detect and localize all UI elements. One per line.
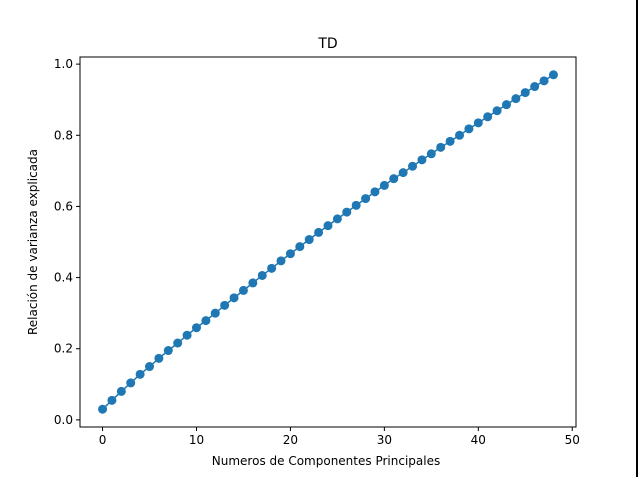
data-point (483, 112, 493, 122)
data-point (379, 180, 389, 190)
data-point (154, 353, 164, 363)
x-tick-label: 10 (189, 433, 204, 447)
data-point (257, 270, 267, 280)
y-tick-label: 0.0 (54, 413, 73, 427)
x-tick-label: 40 (471, 433, 486, 447)
data-point (361, 194, 371, 204)
x-tick-label: 50 (565, 433, 580, 447)
data-point (126, 378, 136, 388)
data-point (201, 316, 211, 326)
data-point (323, 221, 333, 231)
data-point (398, 168, 408, 178)
data-point (295, 242, 305, 252)
data-point (135, 369, 145, 379)
data-point (173, 338, 183, 348)
plot-area (79, 56, 577, 428)
window-edge-divider (636, 0, 638, 477)
data-point (304, 235, 314, 245)
data-point (276, 256, 286, 266)
data-point (98, 404, 108, 414)
y-axis-ticks: 0.0 0.2 0.4 0.6 0.8 1.0 (54, 57, 80, 427)
data-point (116, 386, 126, 396)
data-point (426, 149, 436, 159)
data-point (248, 278, 258, 288)
data-point (501, 100, 511, 110)
data-point (548, 70, 558, 80)
data-point (267, 263, 277, 273)
data-point (473, 118, 483, 128)
data-point (191, 323, 201, 333)
data-point (145, 362, 155, 372)
x-tick-label: 20 (283, 433, 298, 447)
data-point (238, 285, 248, 295)
data-point (285, 249, 295, 259)
y-axis-label: Relación de varianza explicada (26, 149, 40, 335)
y-tick-label: 0.8 (54, 128, 73, 142)
x-axis-label: Numeros de Componentes Principales (212, 454, 440, 468)
data-point (511, 94, 521, 104)
data-point (163, 346, 173, 356)
data-point (436, 142, 446, 152)
data-point (220, 300, 230, 310)
data-point (539, 76, 549, 86)
y-tick-label: 0.6 (54, 199, 73, 213)
data-points (98, 70, 558, 414)
data-point (370, 187, 380, 197)
data-point (229, 293, 239, 303)
data-point (417, 155, 427, 165)
data-point (530, 82, 540, 92)
data-point (464, 124, 474, 134)
data-point (210, 308, 220, 318)
data-point (314, 227, 324, 237)
x-tick-label: 0 (99, 433, 107, 447)
data-point (342, 207, 352, 217)
data-point (389, 174, 399, 184)
data-point (520, 88, 530, 98)
x-tick-label: 30 (377, 433, 392, 447)
data-point (492, 106, 502, 116)
data-point (332, 214, 342, 224)
data-point (408, 161, 418, 171)
data-point (445, 136, 455, 146)
data-point (455, 130, 465, 140)
x-axis-ticks: 0 10 20 30 40 50 (99, 427, 580, 447)
data-point (182, 330, 192, 340)
chart-title: TD (317, 36, 337, 52)
data-point (351, 200, 361, 210)
y-tick-label: 0.4 (54, 271, 73, 285)
y-tick-label: 1.0 (54, 57, 73, 71)
data-point (107, 395, 117, 405)
y-tick-label: 0.2 (54, 342, 73, 356)
